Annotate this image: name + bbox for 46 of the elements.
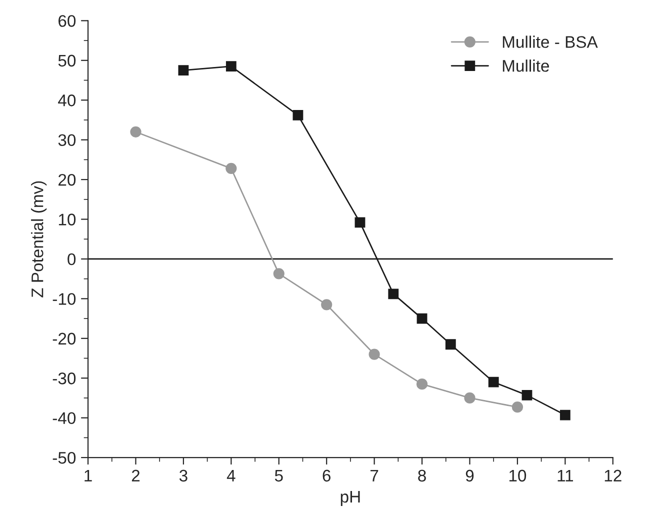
point xyxy=(388,288,399,300)
x-tick-label: 5 xyxy=(274,470,283,482)
point xyxy=(512,402,524,413)
y-tick-label: 60 xyxy=(58,15,76,27)
x-tick-label: 7 xyxy=(370,470,378,482)
y-tick-label: 30 xyxy=(58,134,76,146)
point xyxy=(445,339,456,350)
point xyxy=(560,410,570,420)
point xyxy=(522,390,532,400)
x-tick-label: 3 xyxy=(179,470,188,482)
legend-label: Mullite - BSA xyxy=(502,36,598,48)
x-tick-label: 4 xyxy=(226,470,236,482)
y-tick-label: -40 xyxy=(52,412,76,424)
point xyxy=(292,110,304,120)
point xyxy=(354,217,366,228)
point xyxy=(226,61,236,72)
y-tick-label: -30 xyxy=(52,372,76,384)
point xyxy=(368,348,380,360)
y-tick-label: -50 xyxy=(52,452,76,464)
y-tick-label: 0 xyxy=(68,253,76,266)
point xyxy=(416,378,428,390)
y-tick-label: 20 xyxy=(58,174,76,186)
point xyxy=(178,65,189,76)
point xyxy=(130,126,142,138)
point xyxy=(273,268,284,280)
y-tick-label: 50 xyxy=(58,54,76,67)
point xyxy=(416,313,428,324)
y-tick-label: 10 xyxy=(58,214,76,226)
point xyxy=(321,299,332,310)
legend-label: Mullite xyxy=(502,60,549,72)
x-tick-label: 12 xyxy=(604,470,622,482)
x-tick-label: 2 xyxy=(132,470,140,482)
y-axis-title: Z Potential (mv) xyxy=(31,181,47,298)
point xyxy=(464,392,476,404)
x-tick-label: 8 xyxy=(418,470,426,482)
x-axis-title: pH xyxy=(340,491,360,506)
y-tick-label: -10 xyxy=(52,293,76,305)
point xyxy=(488,376,499,388)
x-tick-label: 9 xyxy=(466,470,474,482)
y-tick-label: 40 xyxy=(58,94,76,106)
point xyxy=(226,162,237,174)
x-tick-label: 11 xyxy=(558,470,574,482)
x-tick-label: 1 xyxy=(84,470,92,482)
y-tick-label: -20 xyxy=(52,332,76,345)
x-tick-label: 6 xyxy=(322,470,330,482)
x-tick-label: 10 xyxy=(509,470,526,482)
